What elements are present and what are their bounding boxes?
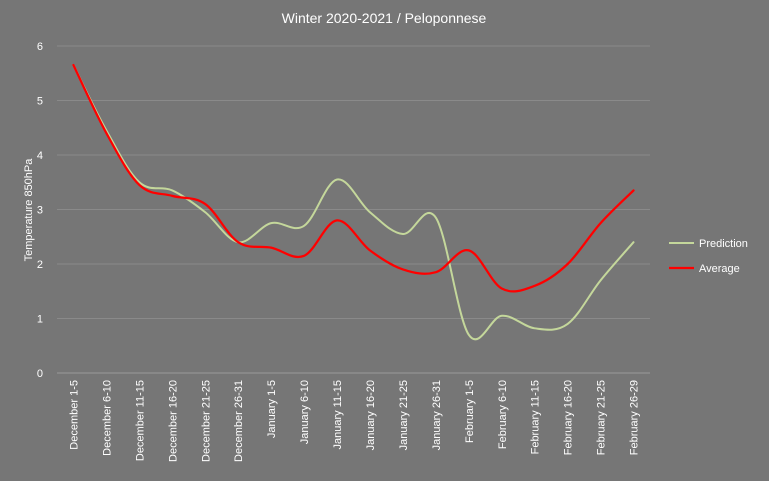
- gridlines: [57, 45, 650, 374]
- x-tick-label: December 26-31: [233, 380, 245, 462]
- legend-label-prediction: Prediction: [699, 238, 748, 250]
- x-tick-label: December 11-15: [134, 380, 146, 461]
- series-lines: [72, 63, 635, 341]
- series-line-average: [72, 63, 635, 293]
- x-tick-label: December 1-5: [68, 380, 80, 450]
- x-tick-label: January 1-5: [266, 380, 278, 438]
- x-tick-label: December 16-20: [167, 380, 179, 462]
- x-tick-label: February 16-20: [563, 380, 575, 455]
- legend-label-average: Average: [699, 263, 740, 275]
- y-axis-label: Temperature 850hPa: [23, 158, 35, 262]
- x-tick-label: February 6-10: [497, 380, 509, 449]
- y-tick-label: 4: [37, 150, 43, 162]
- x-tick-label: February 1-5: [464, 380, 476, 443]
- x-tick-label: January 21-25: [398, 380, 410, 450]
- legend: Prediction Average: [669, 238, 748, 275]
- y-tick-label: 6: [37, 41, 43, 53]
- x-tick-label: December 6-10: [101, 380, 113, 456]
- x-tick-label: February 21-25: [596, 380, 608, 455]
- x-tick-label: January 6-10: [299, 380, 311, 444]
- y-tick-label: 5: [37, 96, 43, 108]
- chart-title: Winter 2020-2021 / Peloponnese: [282, 10, 487, 26]
- x-tick-label: January 26-31: [431, 380, 443, 450]
- x-tick-label: December 21-25: [200, 380, 212, 462]
- x-tick-label: February 26-29: [629, 380, 641, 455]
- y-tick-label: 1: [37, 314, 43, 326]
- x-ticks: December 1-5 December 6-10 December 11-15 D…: [68, 380, 640, 462]
- x-tick-label: January 11-15: [332, 380, 344, 450]
- x-tick-label: January 16-20: [365, 380, 377, 450]
- x-tick-label: February 11-15: [530, 380, 542, 454]
- y-tick-label: 2: [37, 259, 43, 271]
- y-tick-label: 3: [37, 205, 43, 217]
- series-line-prediction: [72, 64, 635, 341]
- y-tick-label: 0: [37, 368, 43, 380]
- y-ticks: 0 1 2 3 4 5 6: [37, 41, 43, 380]
